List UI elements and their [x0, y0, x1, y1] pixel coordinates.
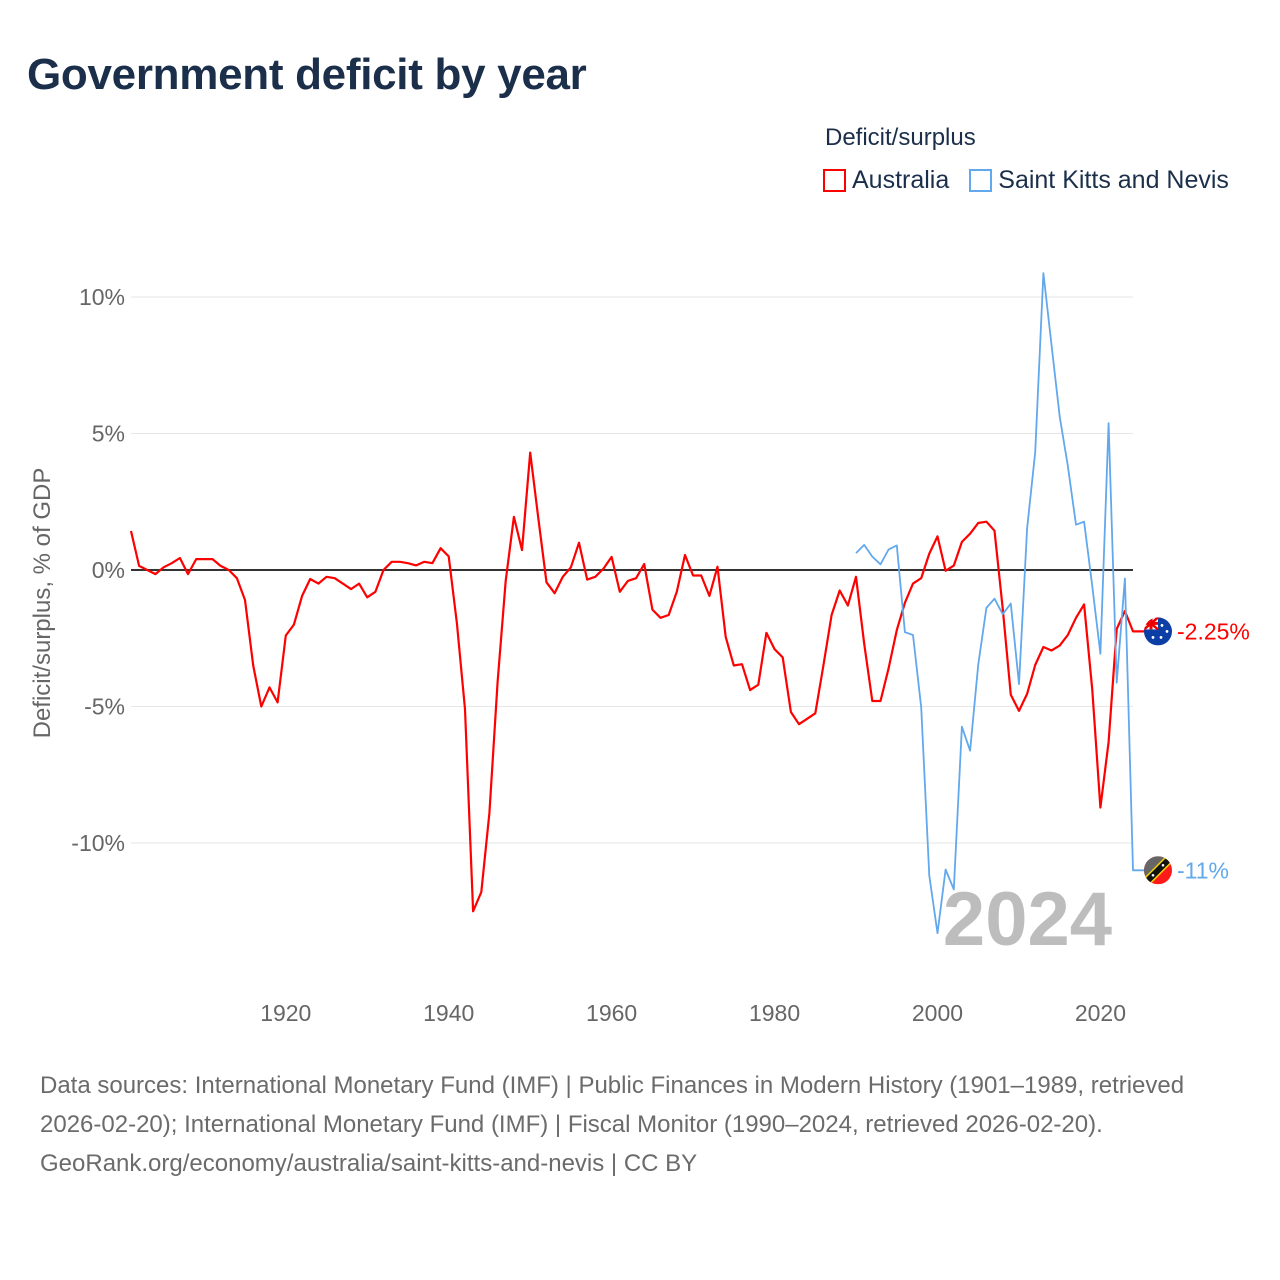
series-line-saint-kitts-and-nevis: [855, 272, 1148, 934]
y-tick-label: -10%: [71, 830, 125, 856]
flag-star: [1161, 864, 1165, 867]
legend-swatch-australia: [823, 169, 846, 192]
y-axis-label: Deficit/surplus, % of GDP: [29, 468, 56, 739]
x-tick-label: 1940: [423, 1000, 474, 1026]
legend-label: Australia: [852, 166, 950, 194]
page-title: Government deficit by year: [27, 50, 587, 99]
australia-flag-icon: [1144, 617, 1172, 646]
legend: Australia Saint Kitts and Nevis: [823, 166, 1229, 195]
saint-kitts-and-nevis-flag-icon: [1144, 856, 1172, 885]
x-tick-label: 1920: [260, 1000, 311, 1026]
series-end-markers: -2.25% -11%: [1144, 617, 1250, 885]
data-sources: Data sources: International Monetary Fun…: [40, 1072, 1185, 1138]
flag-star: [1160, 624, 1164, 627]
series-end-label: -11%: [1177, 857, 1229, 883]
legend-item-australia[interactable]: Australia: [823, 166, 949, 195]
legend-item-saint-kitts-and-nevis[interactable]: Saint Kitts and Nevis: [969, 166, 1229, 195]
series-lines: [129, 272, 1148, 934]
flag-star: [1165, 630, 1169, 633]
flag-star: [1159, 636, 1163, 639]
y-tick-label: 10%: [79, 284, 125, 310]
y-tick-label: -5%: [84, 694, 125, 720]
y-axis-ticks: 10% 5% 0% -5% -10%: [71, 284, 125, 856]
footer: Data sources: International Monetary Fun…: [40, 1066, 1240, 1183]
flag-body: [1144, 617, 1172, 646]
flag-star: [1151, 636, 1155, 639]
x-tick-label: 2000: [912, 1000, 963, 1026]
y-tick-label: 0%: [92, 557, 125, 583]
legend-swatch-saint-kitts-and-nevis: [969, 169, 993, 192]
gridlines: [131, 296, 1133, 844]
year-watermark: 2024: [943, 877, 1112, 962]
flag-star: [1151, 874, 1155, 877]
series-line-australia: [129, 451, 1148, 913]
flag-body: [1144, 856, 1172, 885]
x-tick-label: 1980: [749, 1000, 800, 1026]
legend-label: Saint Kitts and Nevis: [998, 166, 1229, 194]
x-axis-ticks: 1920 1940 1960 1980 2000 2020: [260, 1000, 1126, 1026]
x-tick-label: 2020: [1075, 1000, 1126, 1026]
y-tick-label: 5%: [92, 421, 125, 447]
source-link[interactable]: GeoRank.org/economy/australia/saint-kitt…: [40, 1150, 698, 1177]
legend-title: Deficit/surplus: [825, 124, 976, 151]
x-tick-label: 1960: [586, 1000, 637, 1026]
series-end-label: -2.25%: [1177, 618, 1250, 644]
